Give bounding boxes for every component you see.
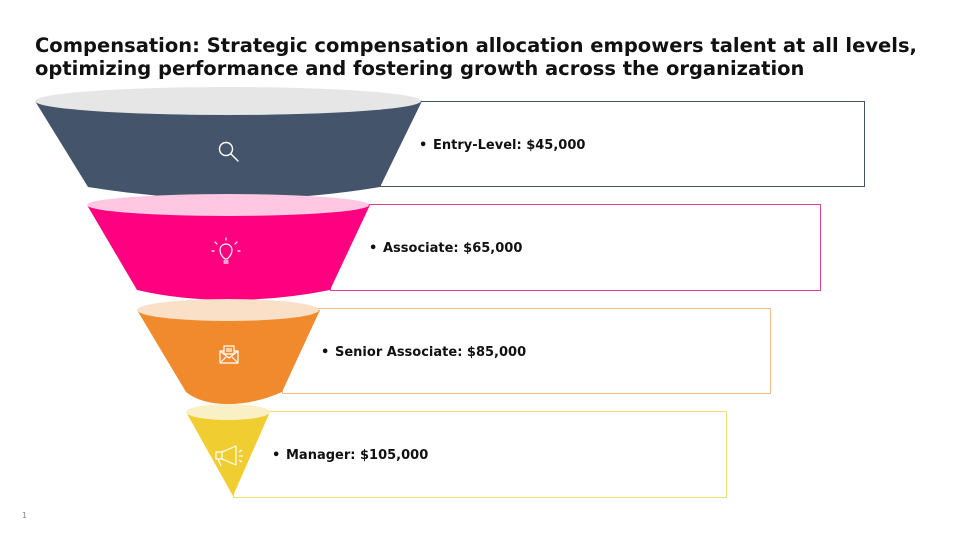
level-box-entry: • Entry-Level: $45,000: [380, 101, 865, 187]
bullet: •: [419, 138, 428, 153]
funnel-segment-associate: [87, 194, 370, 300]
level-box-senior: • Senior Associate: $85,000: [282, 308, 771, 394]
funnel-rim: [87, 194, 369, 216]
level-label-manager: Manager: $105,000: [286, 448, 429, 463]
envelope-icon: [219, 345, 239, 364]
level-box-manager: • Manager: $105,000: [233, 411, 727, 498]
funnel-rim: [137, 299, 319, 321]
megaphone-icon: [215, 445, 243, 467]
funnel-rim: [35, 87, 421, 115]
level-label-senior: Senior Associate: $85,000: [335, 345, 527, 360]
funnel-rim: [186, 404, 270, 420]
lightbulb-icon: [211, 237, 241, 264]
bullet: •: [321, 345, 330, 360]
funnel-segment-entry: [35, 87, 422, 199]
slide-number: 1: [22, 511, 28, 520]
bullet: •: [369, 241, 378, 256]
bullet: •: [272, 448, 281, 463]
level-label-associate: Associate: $65,000: [383, 241, 523, 256]
search-icon: [218, 141, 239, 162]
slide-title: Compensation: Strategic compensation all…: [35, 34, 917, 80]
funnel-segment-manager: [186, 404, 270, 496]
level-box-associate: • Associate: $65,000: [330, 204, 821, 291]
level-label-entry: Entry-Level: $45,000: [433, 138, 586, 153]
